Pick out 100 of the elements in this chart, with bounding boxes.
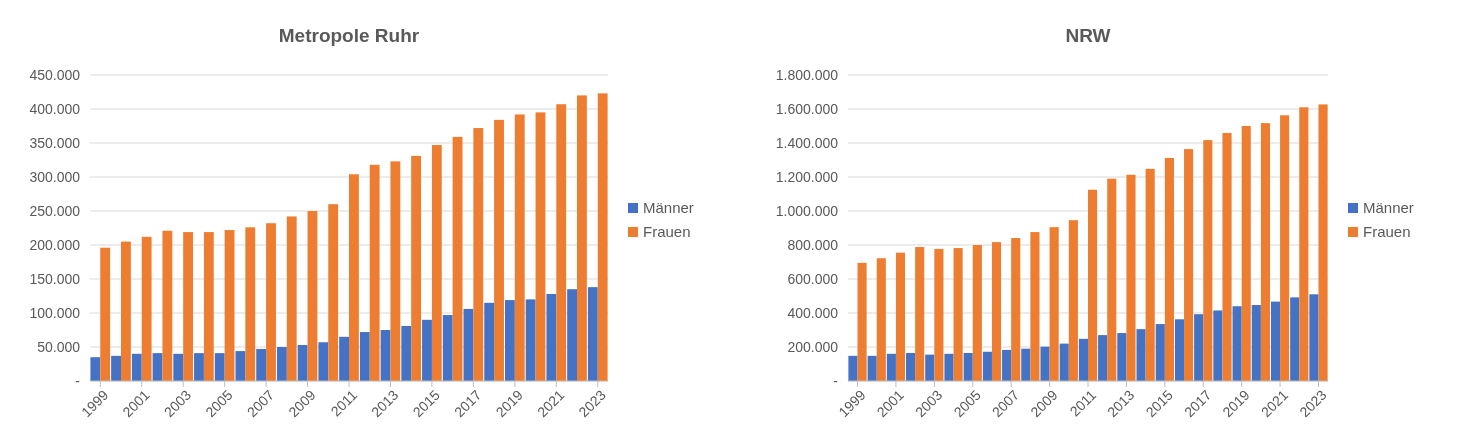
bar — [111, 355, 121, 381]
bar — [1184, 149, 1194, 381]
bar — [1002, 349, 1012, 381]
bar — [1232, 306, 1242, 381]
bar — [411, 155, 422, 381]
bar — [194, 353, 204, 381]
bar — [422, 319, 432, 381]
bar — [1280, 115, 1290, 381]
bar — [1117, 333, 1127, 381]
y-tick-label: - — [833, 372, 839, 389]
bar — [1213, 310, 1223, 381]
y-tick-label: 300.000 — [29, 168, 81, 185]
bar — [90, 357, 101, 381]
bar — [401, 325, 412, 381]
bar — [587, 287, 598, 381]
y-tick-label: 400.000 — [29, 100, 81, 117]
bar — [886, 353, 896, 381]
bar — [359, 332, 370, 381]
y-tick-label: 800.000 — [787, 236, 839, 253]
bar — [1222, 132, 1232, 381]
bar — [577, 95, 587, 381]
y-tick-label: 100.000 — [29, 304, 81, 321]
bar — [525, 299, 536, 381]
bar — [857, 262, 867, 381]
bar — [307, 211, 318, 381]
bar — [473, 128, 484, 381]
bar — [297, 344, 308, 381]
bar — [1164, 157, 1174, 381]
bar — [1270, 301, 1281, 381]
bar — [1251, 305, 1261, 381]
y-tick-label: 1.400.000 — [775, 134, 839, 151]
bar — [906, 352, 916, 381]
bar — [173, 353, 184, 381]
bar — [390, 161, 401, 381]
legend-label: Frauen — [643, 223, 691, 241]
y-tick-label: 50.000 — [37, 338, 81, 355]
bar — [203, 232, 214, 381]
bar — [318, 342, 329, 381]
bar — [1126, 174, 1136, 381]
bar — [183, 232, 194, 381]
bar — [1107, 178, 1117, 381]
bar — [915, 247, 925, 381]
y-tick-label: 1.000.000 — [775, 202, 839, 219]
y-tick-label: 1.200.000 — [775, 168, 839, 185]
bar — [867, 355, 877, 381]
bar — [100, 247, 111, 381]
bar — [1059, 343, 1069, 381]
bar — [1241, 126, 1251, 381]
y-tick-label: 200.000 — [29, 236, 81, 253]
legend-label: Männer — [643, 199, 694, 217]
bar — [256, 349, 267, 381]
bar — [925, 354, 935, 381]
bar — [224, 230, 235, 381]
bar — [848, 355, 858, 381]
legend-label: Frauen — [1363, 223, 1411, 241]
bar — [1174, 319, 1185, 381]
bar — [1088, 189, 1098, 381]
y-tick-label: 1.800.000 — [775, 66, 839, 83]
y-tick-label: 1.600.000 — [775, 100, 839, 117]
bar — [597, 93, 608, 381]
bar — [245, 227, 256, 381]
bar — [380, 330, 391, 381]
y-tick-label: 450.000 — [29, 66, 81, 83]
bar — [349, 174, 359, 381]
bar — [1098, 335, 1108, 381]
bar — [972, 245, 982, 381]
bar — [1299, 107, 1309, 381]
y-tick-label: 150.000 — [29, 270, 81, 287]
bar — [1011, 238, 1021, 381]
bar — [1078, 338, 1088, 381]
bar — [546, 293, 557, 381]
bar — [1309, 294, 1319, 381]
bar — [442, 315, 453, 381]
bar — [991, 242, 1002, 381]
bar — [504, 300, 515, 381]
bar — [944, 353, 954, 381]
y-tick-label: 350.000 — [29, 134, 81, 151]
bar — [214, 353, 225, 381]
bar — [876, 258, 886, 381]
bar — [514, 114, 525, 381]
bar — [1155, 324, 1165, 381]
bar — [1021, 348, 1031, 381]
bar — [120, 241, 131, 381]
bar — [567, 289, 578, 381]
y-tick-label: 600.000 — [787, 270, 839, 287]
bar — [1318, 104, 1328, 381]
bar — [131, 353, 142, 381]
bar — [266, 223, 276, 381]
bar — [1049, 227, 1059, 381]
bar — [369, 164, 380, 381]
bar — [484, 302, 495, 381]
bar — [934, 248, 944, 381]
bar — [1145, 168, 1155, 381]
bar — [1040, 346, 1050, 381]
bar — [162, 230, 173, 381]
bar — [1260, 123, 1270, 381]
y-tick-label: 200.000 — [787, 338, 839, 355]
bar — [535, 112, 546, 381]
bar — [1290, 297, 1300, 381]
bar — [276, 347, 287, 381]
